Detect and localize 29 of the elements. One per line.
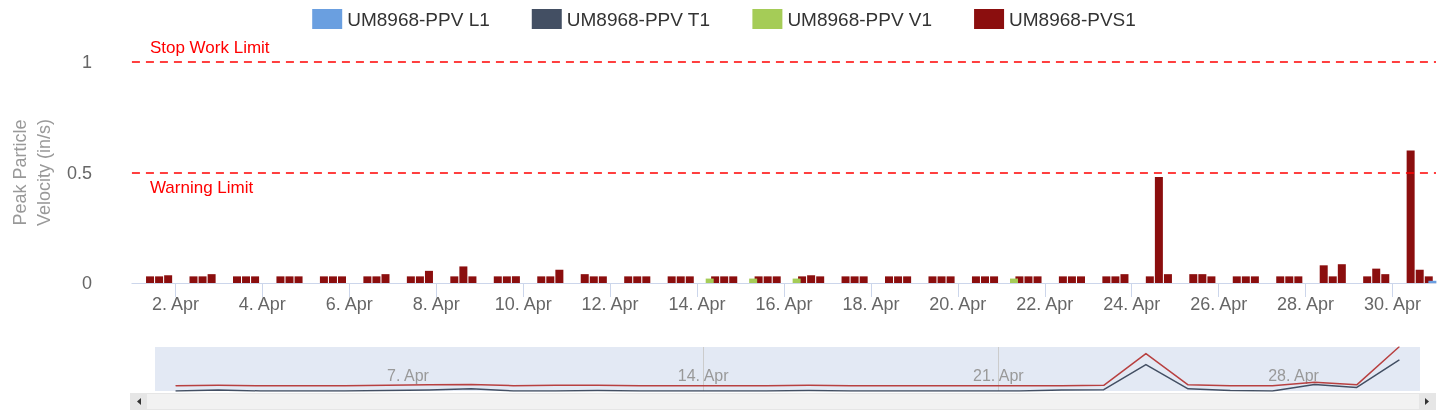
x-tick-label: 28. Apr <box>1277 294 1335 314</box>
legend-label: UM8968-PPV L1 <box>347 8 490 30</box>
legend-label: UM8968-PPV V1 <box>787 8 933 30</box>
x-tick-label: 21. Apr <box>972 366 1025 384</box>
y-axis-title: Peak Particle Velocity (in/s) <box>10 118 54 227</box>
x-tick-label: 14. Apr <box>668 294 726 314</box>
x-tick-label: 16. Apr <box>755 294 813 314</box>
y-tick-label: 0.5 <box>66 162 92 183</box>
x-tick-label: 8. Apr <box>412 294 460 314</box>
x-tick-label: 18. Apr <box>842 294 900 314</box>
x-tick-label: 10. Apr <box>494 294 552 314</box>
x-tick-label: 30. Apr <box>1364 294 1422 314</box>
x-tick-label: 22. Apr <box>1016 294 1074 314</box>
y-tick-label: 0 <box>81 273 92 293</box>
x-tick-label: 2. Apr <box>151 294 199 314</box>
x-tick-label: 24. Apr <box>1103 294 1161 314</box>
x-tick-label: 7. Apr <box>387 366 430 384</box>
x-tick-label: 6. Apr <box>325 294 373 314</box>
x-tick-label: 26. Apr <box>1190 294 1248 314</box>
legend-label: UM8968-PPV T1 <box>566 8 711 30</box>
ref-line-label: Stop Work Limit <box>149 38 270 57</box>
x-tick-label: 12. Apr <box>581 294 639 314</box>
legend-label: UM8968-PVS1 <box>1009 8 1136 30</box>
x-tick-label: 14. Apr <box>677 366 730 384</box>
x-tick-label: 4. Apr <box>238 294 286 314</box>
x-tick-label: 28. Apr <box>1268 366 1320 384</box>
x-tick-label: 20. Apr <box>929 294 987 314</box>
y-tick-label: 1 <box>81 52 92 72</box>
ref-line-label: Warning Limit <box>149 177 254 197</box>
